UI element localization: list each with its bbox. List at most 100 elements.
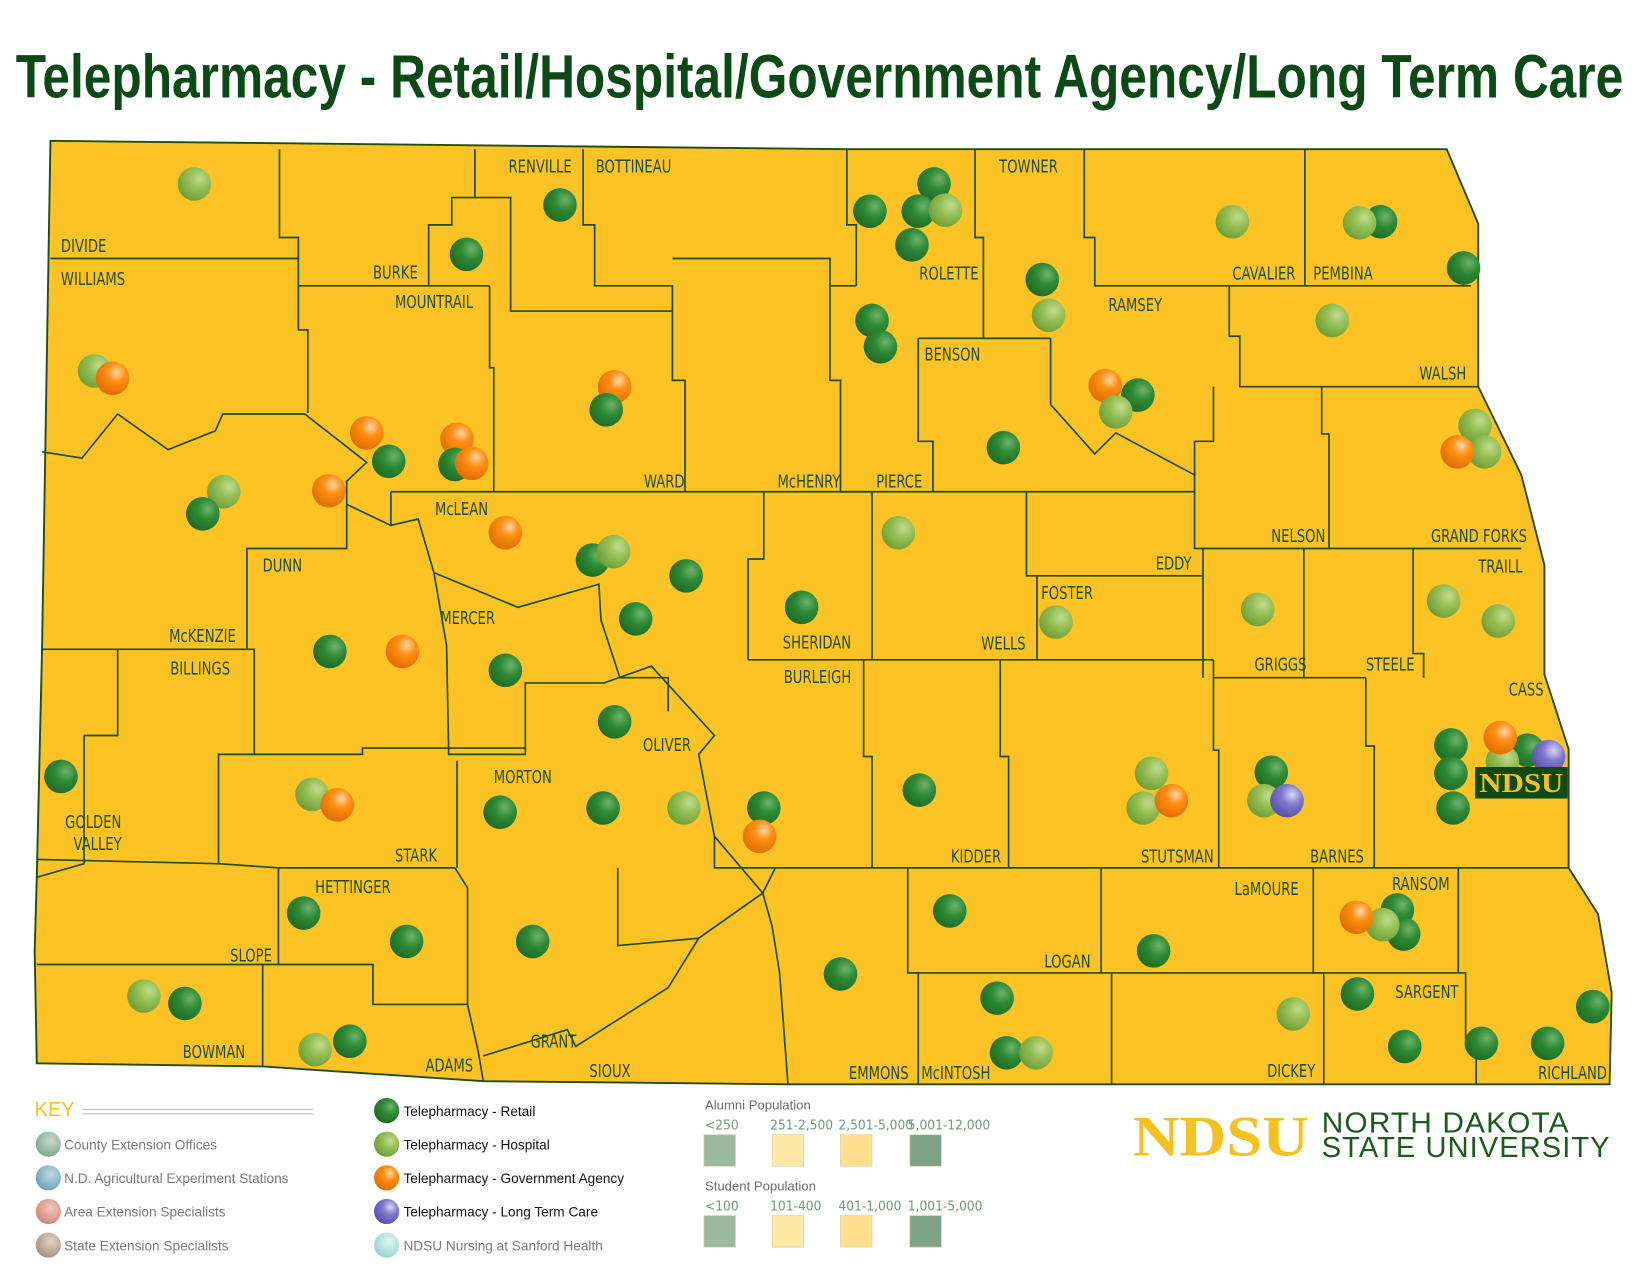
marker-hospital-icon[interactable] (1126, 791, 1160, 825)
marker-government-icon[interactable] (95, 361, 130, 396)
marker-retail-icon[interactable] (286, 896, 321, 930)
marker-government-icon[interactable] (1440, 435, 1475, 469)
marker-hospital-icon[interactable] (1098, 395, 1133, 429)
marker-government-icon[interactable] (1088, 368, 1123, 403)
marker-hospital-icon[interactable] (596, 534, 631, 569)
marker-hospital-icon[interactable] (1467, 435, 1502, 469)
marker-retail-icon[interactable] (185, 496, 220, 531)
marker-long-term-care-icon[interactable] (1531, 739, 1566, 774)
marker-retail-icon[interactable] (980, 981, 1014, 1015)
marker-retail-icon[interactable] (586, 791, 620, 825)
marker-retail-icon[interactable] (1446, 251, 1481, 285)
marker-long-term-care-icon[interactable] (1270, 783, 1304, 818)
marker-government-icon[interactable] (1483, 720, 1518, 755)
marker-government-icon[interactable] (742, 819, 777, 854)
marker-retail-icon[interactable] (313, 634, 347, 669)
marker-retail-icon[interactable] (855, 303, 889, 338)
marker-retail-icon[interactable] (932, 894, 967, 928)
marker-hospital-icon[interactable] (206, 474, 241, 509)
marker-retail-icon[interactable] (488, 653, 523, 688)
county-label: ROLETTE (919, 263, 978, 284)
marker-retail-icon[interactable] (168, 986, 202, 1021)
marker-retail-icon[interactable] (986, 430, 1021, 465)
ndsu-campus-badge[interactable]: NDSU (1475, 767, 1568, 799)
marker-hospital-icon[interactable] (928, 193, 963, 227)
marker-government-icon[interactable] (1154, 783, 1189, 818)
marker-retail-icon[interactable] (1575, 989, 1610, 1024)
marker-government-icon[interactable] (1339, 900, 1374, 935)
marker-hospital-icon[interactable] (1342, 205, 1377, 240)
marker-government-icon[interactable] (488, 515, 523, 550)
marker-retail-icon[interactable] (989, 1035, 1024, 1070)
marker-retail-icon[interactable] (44, 759, 78, 794)
marker-government-icon[interactable] (349, 416, 384, 450)
marker-retail-icon[interactable] (1464, 1026, 1499, 1061)
marker-retail-icon[interactable] (895, 228, 929, 262)
marker-hospital-icon[interactable] (1134, 756, 1169, 791)
marker-hospital-icon[interactable] (667, 791, 701, 825)
marker-retail-icon[interactable] (747, 791, 781, 825)
population-swatch (771, 1134, 805, 1167)
marker-hospital-icon[interactable] (1240, 592, 1275, 627)
marker-retail-icon[interactable] (1434, 756, 1468, 791)
marker-retail-icon[interactable] (515, 924, 550, 959)
marker-hospital-icon[interactable] (1215, 204, 1250, 239)
marker-hospital-icon[interactable] (1426, 584, 1461, 618)
marker-retail-icon[interactable] (1025, 262, 1060, 297)
marker-retail-icon[interactable] (371, 444, 406, 479)
marker-hospital-icon[interactable] (1365, 907, 1400, 942)
marker-retail-icon[interactable] (597, 705, 632, 739)
marker-hospital-icon[interactable] (127, 979, 161, 1013)
marker-hospital-icon[interactable] (1247, 783, 1281, 818)
marker-government-icon[interactable] (440, 422, 474, 457)
marker-retail-icon[interactable] (1530, 1026, 1565, 1061)
marker-retail-icon[interactable] (853, 194, 887, 229)
marker-retail-icon[interactable] (589, 392, 624, 427)
marker-hospital-icon[interactable] (298, 1032, 333, 1067)
marker-retail-icon[interactable] (483, 795, 517, 829)
marker-government-icon[interactable] (454, 446, 489, 481)
marker-hospital-icon[interactable] (1458, 408, 1492, 443)
ndsu-badge-background (1475, 767, 1568, 799)
marker-hospital-icon[interactable] (1276, 997, 1311, 1031)
marker-hospital-icon[interactable] (1039, 605, 1073, 639)
marker-retail-icon[interactable] (449, 237, 484, 272)
key-item-label: Telepharmacy - Hospital (403, 1137, 549, 1152)
marker-retail-icon[interactable] (917, 167, 951, 201)
marker-retail-icon[interactable] (1340, 977, 1375, 1011)
marker-hospital-icon[interactable] (1031, 298, 1066, 333)
marker-government-icon[interactable] (312, 473, 346, 508)
marker-retail-icon[interactable] (669, 558, 703, 593)
marker-hospital-icon[interactable] (295, 777, 329, 812)
marker-retail-icon[interactable] (333, 1024, 367, 1059)
page-title: Telepharmacy - Retail/Hospital/Governmen… (16, 43, 1623, 111)
marker-hospital-icon[interactable] (1019, 1035, 1053, 1070)
county-label: McKENZIE (169, 626, 236, 647)
marker-retail-icon[interactable] (389, 924, 424, 959)
marker-retail-icon[interactable] (784, 590, 819, 625)
marker-retail-icon[interactable] (618, 602, 653, 636)
marker-retail-icon[interactable] (902, 773, 937, 807)
marker-retail-icon[interactable] (1436, 791, 1470, 825)
marker-retail-icon[interactable] (1387, 1029, 1422, 1064)
marker-retail-icon[interactable] (901, 194, 936, 229)
county-label: CASS (1509, 679, 1544, 700)
marker-hospital-icon[interactable] (1315, 303, 1350, 338)
marker-retail-icon[interactable] (863, 329, 898, 364)
county-label: MERCER (440, 608, 495, 629)
marker-government-icon[interactable] (320, 788, 355, 822)
marker-retail-icon[interactable] (823, 957, 858, 991)
marker-retail-icon[interactable] (1434, 728, 1468, 762)
marker-retail-icon[interactable] (1136, 934, 1171, 968)
marker-retail-icon[interactable] (543, 188, 577, 222)
key-left-column: County Extension Offices N.D. Agricultura… (35, 1131, 289, 1258)
marker-government-icon[interactable] (385, 634, 420, 669)
marker-hospital-icon[interactable] (177, 167, 212, 201)
marker-retail-icon[interactable] (1254, 755, 1289, 790)
key-swatch-icon (374, 1198, 400, 1225)
marker-hospital-icon[interactable] (881, 515, 916, 550)
county-label: DUNN (263, 555, 302, 576)
county-label: BOWMAN (183, 1042, 245, 1063)
county-label: STEELE (1366, 654, 1415, 675)
marker-hospital-icon[interactable] (1481, 604, 1516, 638)
